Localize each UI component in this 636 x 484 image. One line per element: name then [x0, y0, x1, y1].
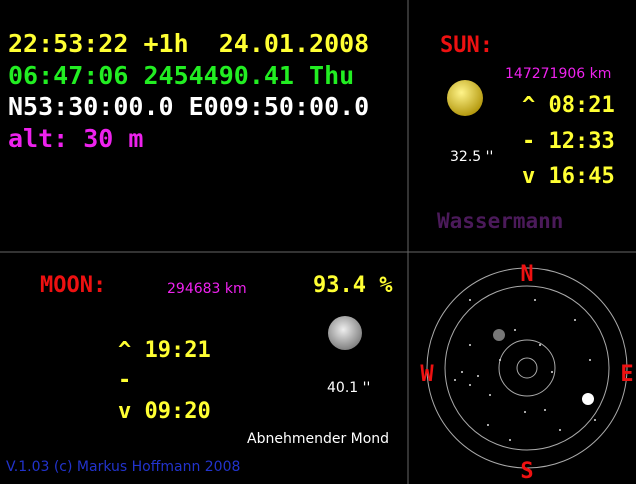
sun-set: v 16:45	[522, 164, 615, 189]
footer: V.1.03 (c) Markus Hoffmann 2008	[6, 459, 240, 475]
moon-illumination: 93.4 %	[313, 273, 393, 298]
star	[469, 344, 471, 346]
star	[477, 375, 479, 377]
star	[551, 371, 553, 373]
moon-rise: ^ 19:21	[118, 338, 211, 363]
circle	[499, 340, 555, 396]
star	[454, 379, 456, 381]
sun-diameter: 32.5 ''	[450, 149, 493, 165]
star: N E S W	[420, 262, 633, 484]
moon-transit: -	[118, 368, 131, 393]
moon-set: v 09:20	[118, 399, 211, 424]
sun-distance: 147271906 km	[505, 66, 611, 82]
star	[544, 409, 546, 411]
star	[499, 359, 501, 361]
star	[514, 329, 516, 331]
compass-north: N	[520, 262, 533, 287]
sidereal-line: 06:47:06 2454490.41 Thu	[8, 61, 354, 90]
moon-phase: Abnehmender Mond	[247, 431, 389, 447]
star	[559, 429, 561, 431]
star	[524, 411, 526, 413]
star	[489, 394, 491, 396]
screen: 22:53:22 +1h 24.01.2008 06:47:06 2454490…	[0, 0, 636, 484]
horizon-circle	[427, 268, 627, 468]
sun-marker	[582, 393, 594, 405]
compass-south: S	[520, 459, 533, 484]
sun-rise: ^ 08:21	[522, 93, 615, 118]
star	[574, 319, 576, 321]
sky-map	[427, 268, 627, 468]
moon-marker	[493, 329, 505, 341]
position: N53:30:00.0 E009:50:00.0	[8, 92, 369, 121]
star	[509, 439, 511, 441]
stars	[454, 299, 596, 441]
star	[487, 424, 489, 426]
star	[469, 384, 471, 386]
sun-transit: - 12:33	[522, 129, 615, 154]
time-line: 22:53:22 +1h 24.01.2008	[8, 29, 369, 58]
moon-diameter: 40.1 ''	[327, 380, 370, 396]
circle	[445, 286, 609, 450]
sun-label: SUN:	[440, 33, 493, 58]
sun-icon	[447, 80, 483, 116]
compass-east: E	[620, 362, 633, 387]
star	[461, 371, 463, 373]
page: 22:53:22 +1h 24.01.2008 06:47:06 2454490…	[0, 0, 636, 484]
altitude: alt: 30 m	[8, 124, 143, 153]
star	[534, 299, 536, 301]
moon-label: MOON:	[40, 273, 106, 298]
moon-distance: 294683 km	[167, 281, 247, 297]
zenith-circle	[517, 358, 537, 378]
star	[539, 344, 541, 346]
star	[469, 299, 471, 301]
star	[589, 359, 591, 361]
compass-west: W	[420, 362, 434, 387]
zodiac: Wassermann	[437, 209, 563, 233]
moon-icon	[328, 316, 362, 350]
star	[594, 419, 596, 421]
